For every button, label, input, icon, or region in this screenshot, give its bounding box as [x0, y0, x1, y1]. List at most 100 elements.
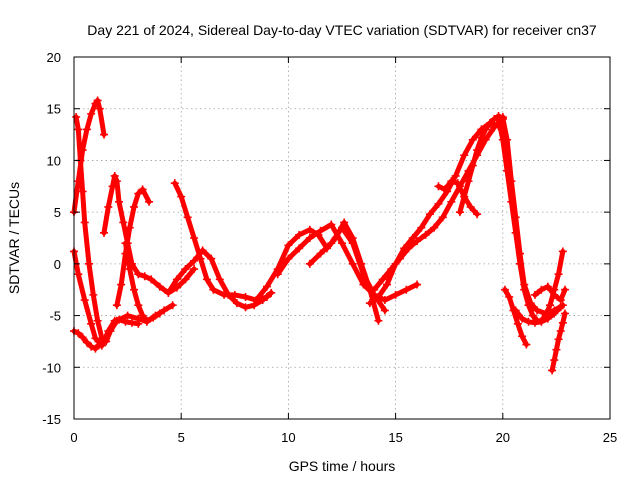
- data-point-plus: [413, 280, 422, 289]
- grid-lines: [74, 57, 610, 419]
- data-point-plus: [464, 177, 473, 186]
- y-tick-label: 15: [47, 102, 61, 117]
- series-sat-i: [164, 246, 276, 312]
- series-line: [496, 116, 566, 324]
- data-point-plus: [72, 112, 81, 121]
- data-point-plus: [430, 223, 439, 232]
- y-tick-label: -5: [49, 309, 61, 324]
- data-point-plus: [550, 290, 559, 299]
- data-point-plus: [262, 282, 271, 291]
- data-point-plus: [425, 210, 434, 219]
- data-point-plus: [93, 316, 102, 325]
- x-tick-label: 0: [70, 430, 77, 445]
- data-point-plus: [413, 237, 422, 246]
- data-point-plus: [130, 202, 139, 211]
- data-point-plus: [140, 272, 149, 281]
- data-point-plus: [560, 285, 569, 294]
- data-point-plus: [327, 220, 336, 229]
- data-point-plus: [481, 125, 490, 134]
- series-sat-p: [434, 177, 482, 219]
- data-point-plus: [520, 285, 529, 294]
- data-point-plus: [115, 197, 124, 206]
- data-point-plus: [284, 241, 293, 250]
- data-point-plus: [451, 171, 460, 180]
- data-point-plus: [224, 290, 233, 299]
- data-point-plus: [453, 179, 462, 188]
- data-point-plus: [198, 246, 207, 255]
- data-point-plus: [518, 314, 527, 323]
- data-point-plus: [91, 344, 100, 353]
- series-sat-u: [530, 282, 569, 305]
- data-point-plus: [316, 249, 325, 258]
- data-point-plus: [80, 218, 89, 227]
- data-point-plus: [91, 334, 100, 343]
- data-point-plus: [241, 303, 250, 312]
- data-point-plus: [513, 319, 522, 328]
- data-point-plus: [348, 259, 357, 268]
- data-point-plus: [468, 161, 477, 170]
- data-point-plus: [338, 223, 346, 232]
- data-point-plus: [74, 125, 83, 134]
- data-point-plus: [87, 109, 96, 118]
- data-point-plus: [273, 270, 282, 279]
- data-point-plus: [100, 228, 109, 237]
- data-point-plus: [477, 133, 486, 142]
- data-point-plus: [560, 309, 569, 318]
- data-point-plus: [121, 317, 130, 326]
- data-point-plus: [93, 96, 102, 105]
- axis-ticks: 0 5 10 15 20 25 -15 -10 -5 0 5 10 15 20: [42, 50, 617, 445]
- data-point-plus: [155, 282, 164, 291]
- data-point-plus: [138, 185, 147, 194]
- data-point-plus: [348, 239, 357, 248]
- data-point-plus: [434, 182, 443, 191]
- data-point-plus: [548, 366, 557, 375]
- data-point-plus: [267, 288, 276, 297]
- data-point-plus: [209, 285, 218, 294]
- data-point-plus: [142, 316, 151, 325]
- data-point-plus: [89, 290, 98, 299]
- data-point-plus: [374, 316, 383, 325]
- data-point-plus: [365, 299, 374, 308]
- data-point-plus: [558, 318, 567, 327]
- data-point-plus: [440, 185, 449, 194]
- data-point-plus: [556, 296, 565, 305]
- x-tick-label: 15: [388, 430, 402, 445]
- data-point-plus: [438, 213, 447, 222]
- data-point-plus: [507, 197, 516, 206]
- data-point-plus: [556, 327, 565, 336]
- data-point-plus: [215, 275, 224, 284]
- data-point-plus: [190, 234, 199, 242]
- data-point-plus: [164, 288, 173, 297]
- y-axis-label: SDTVAR / TECUs: [6, 182, 22, 294]
- data-point-plus: [82, 125, 91, 134]
- data-point-plus: [530, 318, 539, 327]
- data-point-plus: [104, 327, 113, 336]
- data-point-plus: [177, 192, 186, 201]
- data-point-plus: [391, 290, 400, 299]
- data-point-plus: [241, 292, 250, 301]
- series-sat-e: [100, 171, 199, 297]
- data-point-plus: [147, 275, 156, 284]
- data-point-plus: [370, 285, 379, 294]
- data-point-plus: [473, 210, 482, 219]
- data-point-plus: [524, 301, 533, 310]
- data-point-plus: [87, 319, 96, 328]
- data-point-plus: [160, 306, 169, 315]
- data-point-plus: [537, 317, 546, 326]
- y-tick-label: 5: [54, 205, 61, 220]
- data-point-plus: [391, 259, 400, 268]
- x-tick-label: 20: [496, 430, 510, 445]
- data-point-plus: [252, 296, 261, 305]
- y-tick-label: 20: [47, 50, 61, 65]
- data-point-plus: [250, 301, 259, 310]
- data-point-plus: [552, 345, 561, 354]
- data-point-plus: [295, 244, 304, 253]
- data-point-plus: [485, 119, 494, 128]
- series-sat-q: [494, 115, 567, 325]
- data-point-plus: [545, 301, 554, 310]
- data-point-plus: [558, 247, 567, 256]
- data-point-plus: [417, 223, 426, 232]
- data-point-plus: [550, 356, 559, 365]
- data-point-plus: [190, 265, 199, 274]
- data-point-plus: [74, 329, 83, 338]
